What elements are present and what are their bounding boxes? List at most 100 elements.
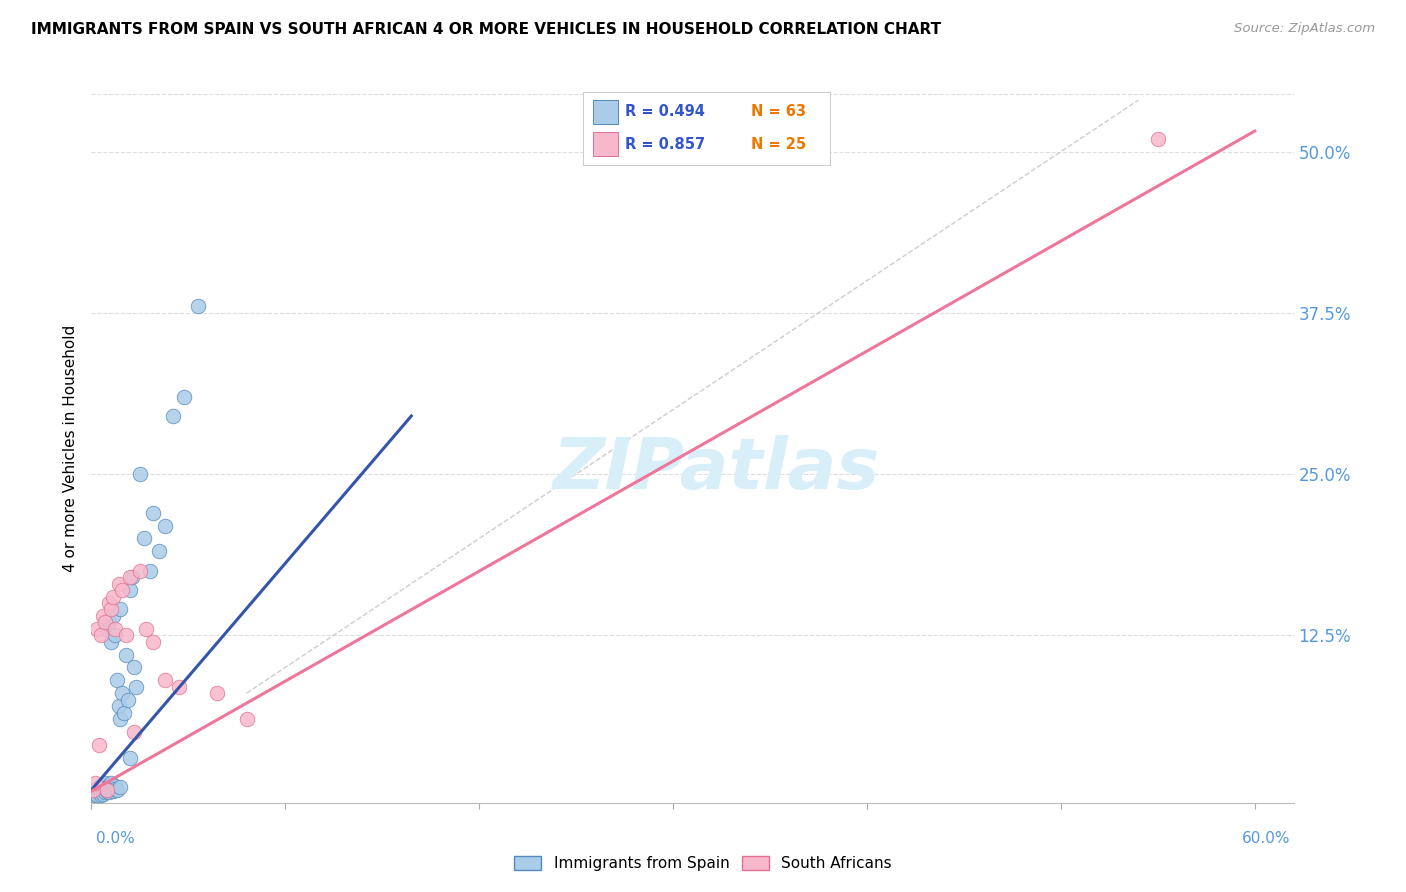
Point <box>86 784 108 798</box>
Point <box>94 785 117 799</box>
Point <box>167 680 190 694</box>
Text: ZIPatlas: ZIPatlas <box>553 435 880 504</box>
Point <box>173 390 195 404</box>
Point <box>97 785 120 799</box>
Point <box>84 787 107 801</box>
Point <box>101 780 124 795</box>
Point <box>128 467 150 481</box>
Point <box>105 673 128 688</box>
Point <box>100 776 122 790</box>
Point <box>97 783 120 797</box>
Point <box>86 622 108 636</box>
FancyBboxPatch shape <box>593 100 619 124</box>
Point <box>86 788 108 802</box>
Point <box>94 785 117 799</box>
Point <box>84 785 107 799</box>
Point <box>96 784 118 798</box>
Point <box>120 570 142 584</box>
Point <box>235 712 257 726</box>
Point <box>110 712 132 726</box>
Text: R = 0.857: R = 0.857 <box>626 136 706 152</box>
Point <box>101 590 124 604</box>
Point <box>82 788 104 802</box>
Point <box>112 706 135 720</box>
Point <box>97 779 120 793</box>
Point <box>122 724 145 739</box>
Point <box>105 783 128 797</box>
Point <box>104 628 127 642</box>
Y-axis label: 4 or more Vehicles in Household: 4 or more Vehicles in Household <box>63 325 79 572</box>
Point <box>91 778 114 792</box>
Text: IMMIGRANTS FROM SPAIN VS SOUTH AFRICAN 4 OR MORE VEHICLES IN HOUSEHOLD CORRELATI: IMMIGRANTS FROM SPAIN VS SOUTH AFRICAN 4… <box>31 22 941 37</box>
Text: N = 63: N = 63 <box>751 104 806 120</box>
Point <box>132 532 155 546</box>
Point <box>100 634 122 648</box>
Point <box>89 780 111 795</box>
Point <box>107 699 129 714</box>
Point <box>104 779 127 793</box>
Point <box>153 518 176 533</box>
Point <box>153 673 176 688</box>
Point <box>142 634 165 648</box>
Text: N = 25: N = 25 <box>751 136 806 152</box>
Point <box>97 615 120 630</box>
Point <box>90 779 112 793</box>
Point <box>104 781 127 796</box>
Point <box>115 628 138 642</box>
Point <box>110 602 132 616</box>
Point <box>162 409 184 423</box>
Point <box>90 785 112 799</box>
Point <box>111 686 134 700</box>
Point <box>117 692 139 706</box>
Point <box>90 783 112 797</box>
Point <box>101 608 124 623</box>
Point <box>101 784 124 798</box>
Point <box>107 576 129 591</box>
Legend: Immigrants from Spain, South Africans: Immigrants from Spain, South Africans <box>508 850 898 877</box>
Point <box>96 784 118 798</box>
Point <box>84 776 107 790</box>
Point <box>187 300 209 314</box>
Point <box>96 783 118 797</box>
Point <box>1146 132 1168 146</box>
Text: Source: ZipAtlas.com: Source: ZipAtlas.com <box>1234 22 1375 36</box>
Point <box>100 783 122 797</box>
Text: 60.0%: 60.0% <box>1243 831 1291 846</box>
Point <box>90 628 112 642</box>
Point <box>104 622 127 636</box>
Point <box>121 570 143 584</box>
Point <box>142 506 165 520</box>
Point <box>82 783 104 797</box>
Point <box>120 583 142 598</box>
Point <box>100 781 122 796</box>
Point <box>110 780 132 795</box>
Point <box>128 564 150 578</box>
Point <box>120 750 142 764</box>
Point <box>89 785 111 799</box>
Point <box>90 788 112 802</box>
Point <box>135 622 157 636</box>
Point <box>89 787 111 801</box>
Point <box>115 648 138 662</box>
Text: R = 0.494: R = 0.494 <box>626 104 706 120</box>
Point <box>100 602 122 616</box>
Point <box>94 615 117 630</box>
Point <box>91 784 114 798</box>
Point <box>89 738 111 752</box>
Point <box>138 564 160 578</box>
Point <box>207 686 229 700</box>
Point <box>96 780 118 795</box>
Text: 0.0%: 0.0% <box>96 831 135 846</box>
Point <box>148 544 170 558</box>
FancyBboxPatch shape <box>593 132 619 156</box>
Point <box>111 583 134 598</box>
Point <box>96 622 118 636</box>
Point <box>91 781 114 796</box>
Point <box>125 680 148 694</box>
Point <box>86 781 108 796</box>
Point <box>91 787 114 801</box>
Point <box>97 596 120 610</box>
Point <box>91 608 114 623</box>
Point <box>122 660 145 674</box>
Point <box>94 776 117 790</box>
